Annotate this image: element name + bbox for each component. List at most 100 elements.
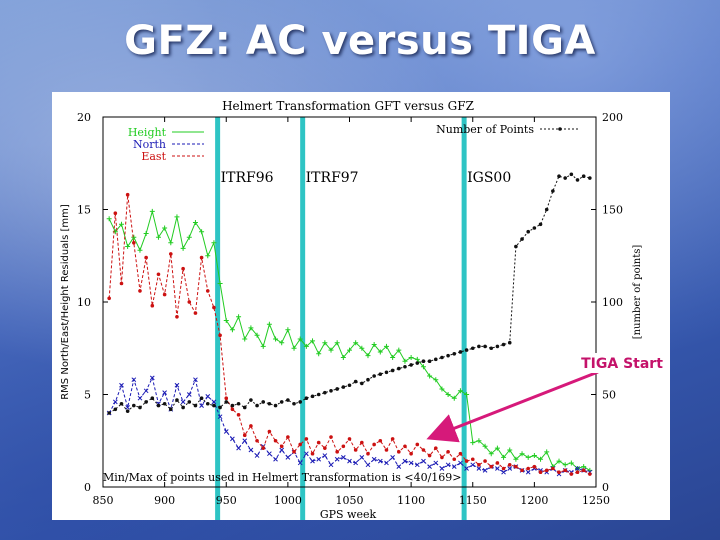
data-point <box>575 470 580 475</box>
data-point <box>199 396 204 401</box>
data-point <box>464 348 469 352</box>
data-point <box>409 451 413 456</box>
data-point <box>279 340 285 346</box>
data-point <box>334 340 340 346</box>
y-axis-label: RMS North/East/Height Residuals [mm] <box>60 204 71 400</box>
data-point <box>255 438 259 443</box>
data-point <box>156 403 161 408</box>
data-point <box>501 454 507 460</box>
data-point <box>452 457 457 462</box>
x-tick-label: 1250 <box>582 494 610 507</box>
data-point <box>470 462 476 468</box>
data-point <box>378 438 383 443</box>
y2-tick-label: 0 <box>602 481 609 494</box>
data-point <box>150 396 155 401</box>
data-point <box>230 436 235 442</box>
data-point <box>119 281 124 286</box>
data-point <box>242 336 248 342</box>
tiga-start-callout: TIGA Start <box>581 356 663 372</box>
data-point <box>408 355 414 360</box>
y-tick-label: 0 <box>84 481 91 494</box>
data-point <box>526 466 531 471</box>
data-point <box>403 364 407 369</box>
data-point <box>557 174 561 178</box>
data-point <box>304 437 309 441</box>
tiga-start-arrow <box>426 370 599 443</box>
x-tick-label: 900 <box>154 494 175 507</box>
data-point <box>445 462 451 468</box>
data-point <box>457 388 463 394</box>
legend-swatch-marker <box>558 127 562 131</box>
data-point <box>113 211 118 215</box>
data-point <box>414 462 420 468</box>
slide-title: GFZ: AC versus TIGA <box>124 18 596 64</box>
tiga-start-callout-box <box>574 353 670 373</box>
y2-tick-label: 50 <box>602 389 616 402</box>
data-point <box>340 355 346 360</box>
data-point <box>359 455 365 460</box>
chart-title: Helmert Transformation GFT versus GFZ <box>222 99 474 113</box>
data-point <box>279 447 285 453</box>
data-point <box>323 446 327 450</box>
data-point <box>236 413 241 417</box>
data-point <box>501 466 506 471</box>
data-point <box>488 451 494 457</box>
data-point <box>297 336 303 342</box>
data-point <box>149 375 155 381</box>
data-point <box>230 407 235 412</box>
data-point <box>513 456 519 462</box>
data-point <box>168 407 173 412</box>
data-point <box>242 405 247 410</box>
y-tick-label: 10 <box>77 296 91 309</box>
data-point <box>538 470 543 475</box>
data-point <box>452 352 457 356</box>
data-point <box>279 400 284 404</box>
data-point <box>205 253 211 259</box>
data-point <box>292 401 296 406</box>
data-point <box>316 351 322 357</box>
data-point <box>205 289 210 293</box>
data-point <box>236 314 242 320</box>
data-point <box>581 174 586 178</box>
data-point <box>186 234 192 240</box>
data-point <box>360 381 364 386</box>
data-point <box>482 443 488 449</box>
data-point <box>193 403 198 408</box>
data-point <box>396 347 402 353</box>
data-point <box>464 466 469 471</box>
data-point <box>304 396 309 401</box>
y-tick-label: 5 <box>84 389 91 402</box>
y-tick-label: 15 <box>77 204 91 217</box>
data-point <box>446 450 450 454</box>
data-point <box>107 296 111 301</box>
data-point <box>507 466 513 471</box>
data-point <box>494 445 500 451</box>
data-point <box>303 343 309 349</box>
data-point <box>445 392 451 397</box>
data-point <box>187 400 192 404</box>
data-point <box>310 458 315 464</box>
data-point <box>334 456 340 462</box>
frame-marker-label: IGS00 <box>467 170 511 186</box>
data-point <box>211 240 217 246</box>
data-point <box>205 401 210 406</box>
data-point <box>458 451 463 456</box>
data-point <box>286 398 290 402</box>
data-point <box>322 340 328 346</box>
data-point <box>371 342 377 348</box>
data-point <box>495 466 500 471</box>
data-point <box>236 401 241 406</box>
data-point <box>174 214 180 220</box>
data-point <box>403 444 407 449</box>
data-point <box>446 353 450 358</box>
data-point <box>187 300 192 304</box>
data-point <box>335 387 339 391</box>
data-point <box>415 361 420 365</box>
data-point <box>156 272 161 277</box>
data-point <box>267 451 272 457</box>
data-point <box>551 189 555 193</box>
data-point <box>340 455 346 460</box>
data-point <box>495 461 500 465</box>
data-point <box>408 460 414 466</box>
legend-label: North <box>133 138 166 151</box>
